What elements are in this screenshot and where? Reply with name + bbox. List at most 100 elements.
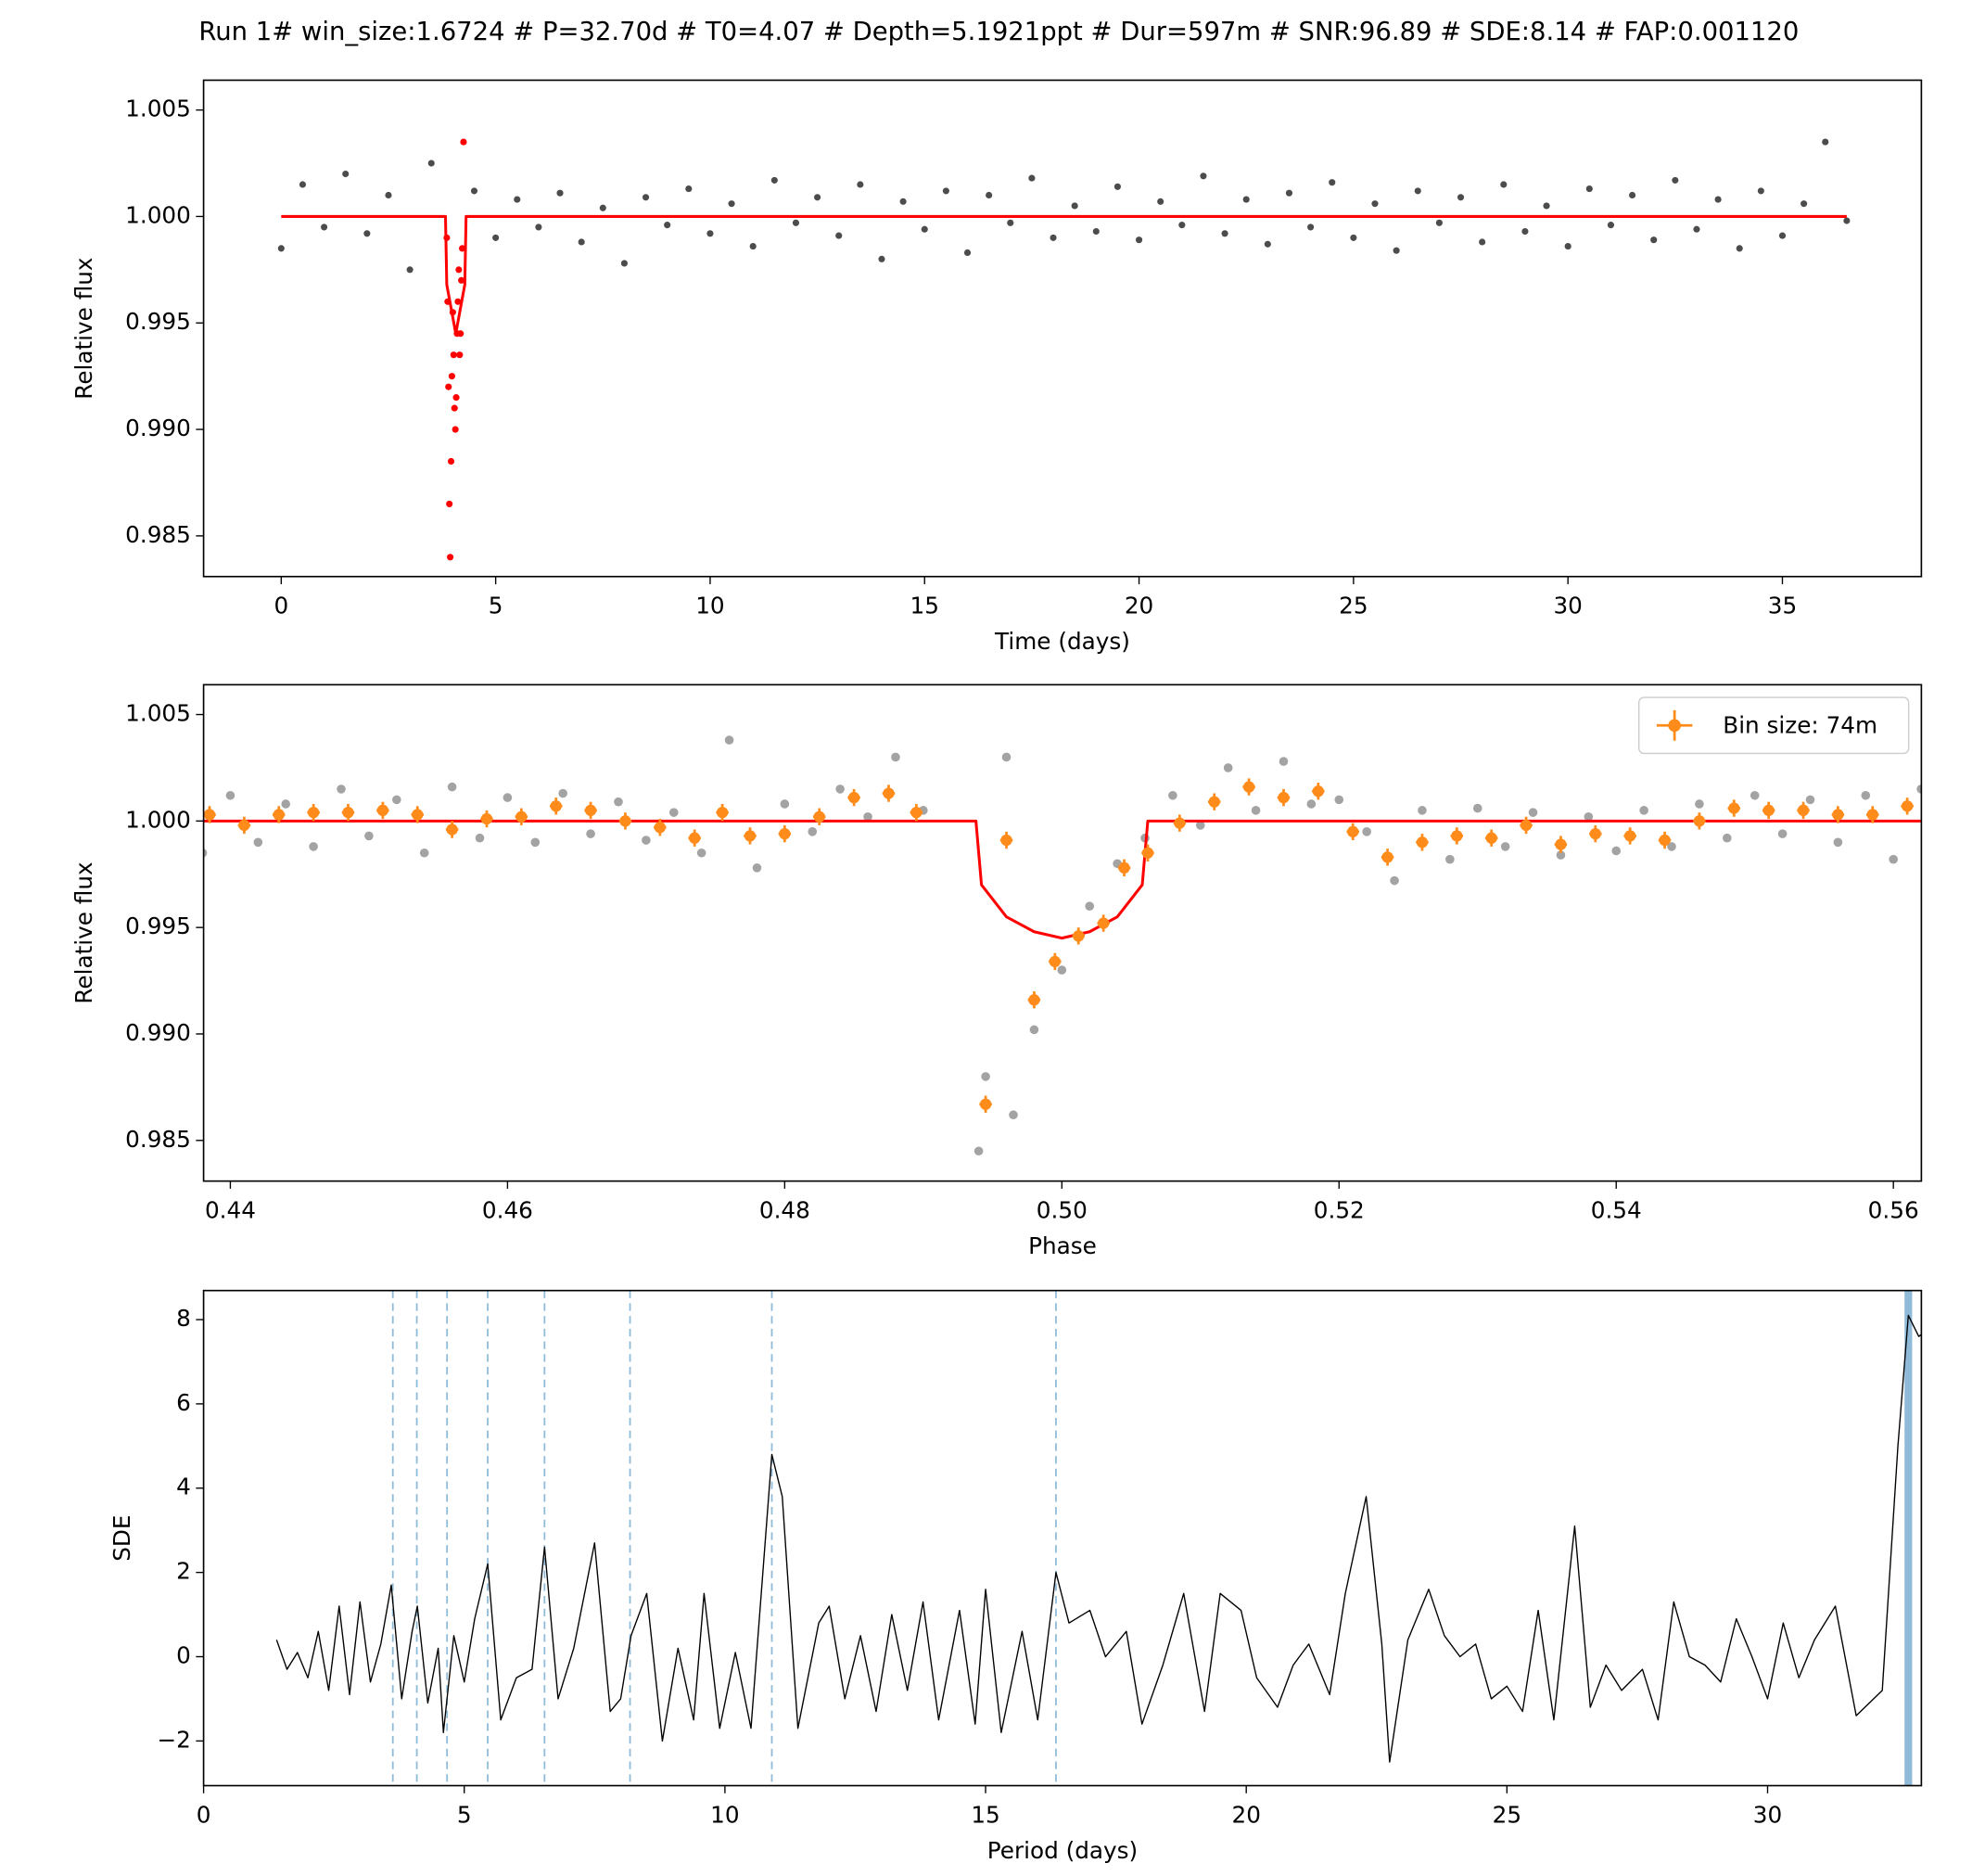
period-highlight: [1904, 1290, 1913, 1786]
data-point: [1916, 785, 1922, 794]
data-point: [1611, 846, 1622, 856]
y-axis-label: Relative flux: [70, 257, 97, 399]
data-point: [1418, 806, 1427, 815]
data-point: [1543, 202, 1550, 210]
data-point: [973, 1146, 984, 1156]
data-point: [1556, 850, 1566, 860]
x-axis-label: Phase: [1028, 1232, 1097, 1259]
data-point: [878, 255, 885, 262]
data-point: [792, 219, 800, 226]
data-point: [780, 799, 790, 809]
y-tick-label: 8: [176, 1305, 191, 1332]
binned-point: [654, 822, 666, 834]
y-tick-label: 1.005: [125, 700, 191, 727]
data-point: [899, 198, 907, 205]
data-point: [1778, 232, 1787, 239]
data-point: [685, 185, 693, 193]
binned-point: [1451, 830, 1463, 842]
data-point: [406, 266, 414, 274]
binned-point: [883, 787, 895, 799]
data-point: [456, 351, 464, 359]
binned-point: [1312, 785, 1325, 798]
data-point: [835, 232, 843, 239]
y-tick-label: 1.000: [125, 201, 191, 228]
binned-point: [1762, 804, 1775, 817]
data-point: [1695, 799, 1704, 809]
data-point: [814, 194, 821, 201]
axes-frame: [202, 683, 1923, 1182]
data-point: [1500, 842, 1510, 851]
data-point: [364, 831, 374, 841]
x-tick-label: 0.50: [1037, 1197, 1088, 1224]
data-point: [808, 827, 818, 836]
data-point: [668, 808, 679, 817]
data-point: [1777, 829, 1788, 838]
data-point: [448, 373, 456, 380]
data-point: [620, 260, 628, 267]
data-point: [891, 752, 900, 762]
x-tick-label: 0.52: [1314, 1197, 1365, 1224]
data-point: [1479, 238, 1486, 246]
binned-point: [515, 810, 528, 823]
y-tick-label: 1.000: [125, 806, 191, 833]
binned-point: [1866, 809, 1878, 821]
data-point: [385, 191, 392, 199]
binned-point: [1073, 930, 1085, 942]
data-point: [1472, 803, 1482, 813]
data-point: [1157, 198, 1164, 205]
data-point: [253, 837, 263, 848]
x-tick-label: 0.54: [1591, 1197, 1642, 1224]
data-point: [1371, 200, 1379, 208]
x-tick-label: 10: [710, 1801, 739, 1828]
data-point: [963, 249, 972, 257]
x-tick-label: 20: [1231, 1801, 1260, 1828]
binned-point: [1659, 834, 1671, 847]
data-point: [1445, 854, 1455, 864]
legend-label: Bin size: 74m: [1723, 712, 1877, 739]
x-tick-label: 0.46: [482, 1197, 533, 1224]
data-point: [470, 187, 478, 195]
data-point: [427, 160, 435, 167]
binned-point: [1278, 791, 1290, 804]
data-point: [1195, 821, 1205, 830]
data-point: [447, 457, 455, 466]
binned-point: [979, 1098, 992, 1110]
axes-frame: [202, 79, 1923, 578]
data-point: [1135, 236, 1143, 244]
data-point: [454, 298, 462, 305]
data-point: [1757, 187, 1764, 195]
binned-point: [1000, 834, 1012, 847]
data-point: [614, 797, 623, 807]
data-point: [492, 234, 500, 241]
y-tick-label: 0: [176, 1642, 191, 1669]
data-point: [1528, 808, 1538, 817]
binned-point: [1174, 817, 1186, 829]
binned-point: [1141, 847, 1154, 859]
data-point: [1667, 842, 1676, 851]
data-point: [1585, 185, 1593, 193]
data-point: [1736, 245, 1743, 252]
data-point: [203, 849, 208, 858]
legend-box: [1638, 696, 1910, 755]
data-point: [1050, 234, 1057, 241]
binned-point: [813, 810, 825, 823]
data-point: [642, 836, 651, 845]
line: [203, 819, 1922, 940]
data-point: [586, 829, 595, 838]
data-point: [728, 200, 735, 208]
data-point: [452, 426, 459, 433]
data-point: [1521, 227, 1529, 236]
data-point: [1113, 183, 1121, 190]
data-point: [445, 383, 452, 390]
y-tick-label: −2: [157, 1726, 190, 1753]
data-point: [363, 230, 371, 237]
binned-point: [1118, 861, 1130, 874]
line: [281, 214, 1847, 336]
data-point: [1800, 200, 1808, 208]
data-point: [1393, 247, 1400, 254]
binned-point: [1416, 836, 1429, 849]
data-point: [342, 170, 350, 178]
data-point: [696, 848, 706, 858]
data-point: [1414, 187, 1421, 195]
data-point: [981, 1072, 990, 1081]
